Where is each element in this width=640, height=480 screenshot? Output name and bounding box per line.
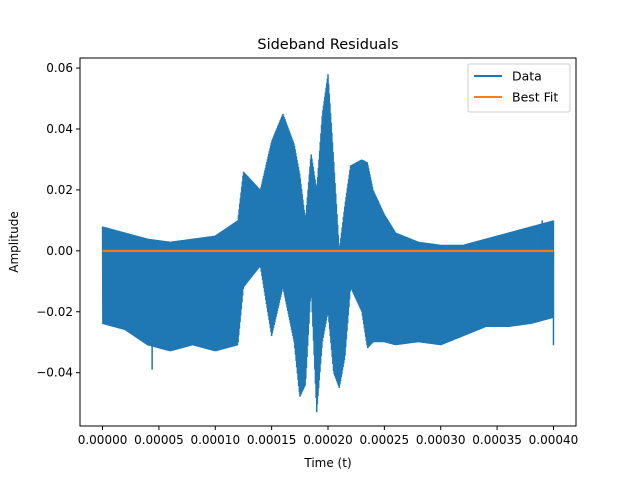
y-axis: −0.04 −0.02 0.00 0.02 0.04 0.06 bbox=[36, 61, 80, 380]
legend-label-data: Data bbox=[512, 69, 542, 84]
x-axis-title: Time (t) bbox=[303, 456, 351, 470]
x-axis: 0.00000 0.00005 0.00010 0.00015 0.00020 0.000… bbox=[78, 426, 579, 447]
x-tick-label: 0.00020 bbox=[303, 433, 353, 447]
x-tick-label: 0.00010 bbox=[190, 433, 240, 447]
y-tick-label: 0.04 bbox=[46, 122, 73, 136]
legend: Data Best Fit bbox=[467, 63, 571, 113]
x-tick-label: 0.00030 bbox=[416, 433, 466, 447]
y-tick-label: −0.02 bbox=[36, 305, 73, 319]
x-tick-label: 0.00040 bbox=[529, 433, 579, 447]
x-tick-label: 0.00005 bbox=[134, 433, 184, 447]
y-axis-title: Amplitude bbox=[7, 211, 21, 273]
series-data-line bbox=[101, 74, 555, 413]
x-tick-label: 0.00035 bbox=[472, 433, 522, 447]
y-tick-label: 0.02 bbox=[46, 183, 73, 197]
x-tick-label: 0.00000 bbox=[78, 433, 128, 447]
plot-area bbox=[101, 74, 555, 413]
y-tick-label: 0.00 bbox=[46, 244, 73, 258]
chart-title: Sideband Residuals bbox=[257, 37, 398, 53]
y-tick-label: 0.06 bbox=[46, 61, 73, 75]
legend-label-best-fit: Best Fit bbox=[512, 90, 558, 105]
y-tick-label: −0.04 bbox=[36, 366, 73, 380]
x-tick-label: 0.00025 bbox=[360, 433, 410, 447]
x-tick-label: 0.00015 bbox=[247, 433, 297, 447]
